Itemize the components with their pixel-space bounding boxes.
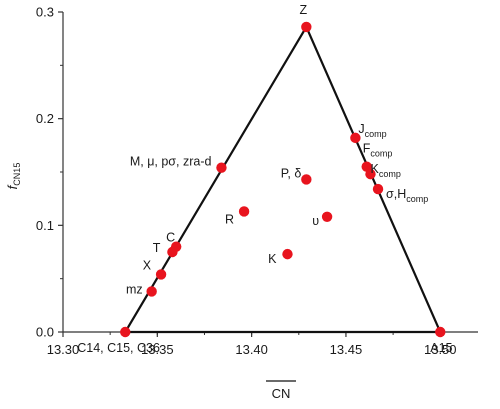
x-tick-label: 13.50: [424, 342, 457, 357]
point-label: X: [143, 258, 152, 272]
point-label: K: [268, 252, 277, 266]
data-point: [146, 286, 157, 297]
y-tick-label: 0.1: [36, 218, 54, 233]
data-point: [238, 206, 250, 217]
x-tick-label: 13.35: [141, 342, 174, 357]
data-point: [216, 162, 227, 173]
data-points: [120, 21, 446, 338]
data-point: [350, 132, 361, 144]
point-label: Fcomp: [363, 142, 393, 159]
data-point: [372, 183, 384, 195]
point-label: Kcomp: [370, 162, 400, 179]
y-tick-label: 0.3: [36, 5, 54, 20]
data-point: [301, 174, 312, 185]
data-point: [301, 21, 312, 33]
y-tick-label: 0.2: [36, 111, 54, 126]
data-point: [365, 168, 376, 180]
point-label: C: [166, 231, 175, 245]
data-point: [282, 248, 293, 260]
point-label: C14, C15, C36: [77, 341, 160, 355]
data-point: [155, 269, 167, 280]
point-label: Jcomp: [358, 122, 386, 139]
data-point: [167, 246, 178, 258]
axis-titles: CN fCN15: [5, 163, 296, 401]
point-label: P, δ: [281, 166, 302, 180]
triangle-outline: [123, 24, 442, 334]
data-point: [120, 326, 131, 338]
composition-triangle: [123, 24, 442, 334]
point-label: σ,Hcomp: [386, 187, 428, 204]
data-point: [321, 211, 333, 222]
point-label: υ: [312, 214, 319, 228]
data-point: [435, 326, 446, 338]
point-label: M, μ, pσ, zra-d: [130, 155, 212, 169]
point-label: T: [153, 241, 161, 255]
axes: 13.30 13.35 13.40 13.45 13.50 0.0 0.1 0.2 0.3: [36, 5, 478, 357]
point-label: A15: [430, 341, 452, 355]
x-tick-label: 13.45: [330, 342, 363, 357]
point-label: R: [225, 212, 234, 226]
x-tick-label: 13.30: [47, 342, 80, 357]
point-label: Z: [300, 3, 308, 17]
y-axis-title: fCN15: [5, 163, 22, 190]
x-tick-label: 13.40: [235, 342, 268, 357]
point-label: mz: [126, 282, 143, 296]
x-axis-title: CN: [272, 386, 291, 401]
y-tick-label: 0.0: [36, 325, 54, 340]
